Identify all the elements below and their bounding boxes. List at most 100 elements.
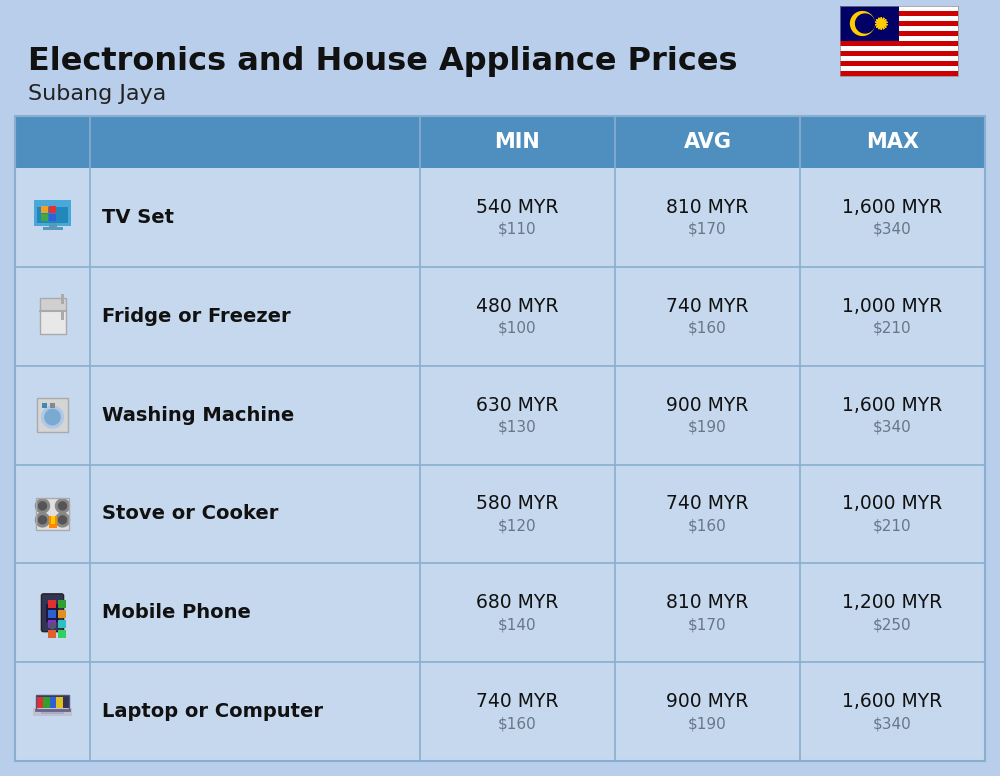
Bar <box>58 610 66 618</box>
Polygon shape <box>59 516 66 524</box>
Polygon shape <box>42 406 63 428</box>
Bar <box>50 515 54 524</box>
Bar <box>840 26 958 31</box>
Text: $160: $160 <box>688 320 727 336</box>
Text: TV Set: TV Set <box>102 208 174 227</box>
Text: Washing Machine: Washing Machine <box>102 406 294 424</box>
Polygon shape <box>59 502 66 510</box>
Text: $190: $190 <box>688 420 727 435</box>
Text: 580 MYR: 580 MYR <box>476 494 559 514</box>
Text: 740 MYR: 740 MYR <box>666 494 749 514</box>
Text: $170: $170 <box>688 617 727 632</box>
Polygon shape <box>56 513 70 527</box>
Polygon shape <box>36 513 50 527</box>
Text: 740 MYR: 740 MYR <box>666 296 749 316</box>
Bar <box>840 16 958 21</box>
Bar <box>840 71 958 76</box>
Bar <box>37 207 68 223</box>
Bar <box>33 708 72 715</box>
Text: 900 MYR: 900 MYR <box>666 396 749 414</box>
Bar <box>56 698 63 708</box>
Bar <box>840 11 958 16</box>
Bar <box>58 620 66 628</box>
Bar <box>42 227 62 230</box>
Text: $170: $170 <box>688 222 727 237</box>
Text: $100: $100 <box>498 320 537 336</box>
Bar <box>840 51 958 56</box>
Text: $210: $210 <box>873 320 912 336</box>
Bar <box>40 298 66 311</box>
Polygon shape <box>36 499 50 513</box>
Text: $190: $190 <box>688 716 727 731</box>
Text: 630 MYR: 630 MYR <box>476 396 559 414</box>
Polygon shape <box>39 502 46 510</box>
Polygon shape <box>50 622 56 629</box>
Text: MAX: MAX <box>866 132 919 152</box>
Bar <box>46 604 59 622</box>
Text: $250: $250 <box>873 617 912 632</box>
Text: 1,600 MYR: 1,600 MYR <box>842 396 943 414</box>
Text: Subang Jaya: Subang Jaya <box>28 84 166 104</box>
Text: 1,000 MYR: 1,000 MYR <box>842 494 943 514</box>
Bar <box>60 312 64 320</box>
Bar <box>40 298 66 334</box>
Text: $340: $340 <box>873 716 912 731</box>
Text: 810 MYR: 810 MYR <box>666 198 749 217</box>
Bar <box>48 214 56 221</box>
Bar <box>34 200 71 227</box>
Text: 1,600 MYR: 1,600 MYR <box>842 692 943 711</box>
Bar <box>48 630 56 638</box>
Text: 900 MYR: 900 MYR <box>666 692 749 711</box>
FancyBboxPatch shape <box>41 594 64 632</box>
Bar <box>840 66 958 71</box>
Text: $110: $110 <box>498 222 537 237</box>
Bar <box>840 6 899 41</box>
Text: AVG: AVG <box>684 132 732 152</box>
Text: Laptop or Computer: Laptop or Computer <box>102 702 323 721</box>
Bar <box>840 36 958 41</box>
Text: 1,600 MYR: 1,600 MYR <box>842 198 943 217</box>
Bar <box>840 31 958 36</box>
Bar <box>48 223 56 228</box>
Bar <box>40 206 48 213</box>
Bar <box>36 698 43 708</box>
Bar <box>42 404 47 408</box>
Text: MIN: MIN <box>495 132 540 152</box>
Text: 740 MYR: 740 MYR <box>476 692 559 711</box>
Text: 480 MYR: 480 MYR <box>476 296 559 316</box>
Bar <box>840 56 958 61</box>
Text: $210: $210 <box>873 518 912 533</box>
Polygon shape <box>856 14 874 33</box>
Text: $340: $340 <box>873 420 912 435</box>
Bar <box>58 630 66 638</box>
Bar <box>50 698 56 708</box>
Bar <box>58 600 66 608</box>
Bar <box>36 498 69 529</box>
Text: 810 MYR: 810 MYR <box>666 593 749 612</box>
Text: Fridge or Freezer: Fridge or Freezer <box>102 307 291 326</box>
Bar <box>60 294 64 304</box>
Bar <box>50 404 55 408</box>
Text: 1,200 MYR: 1,200 MYR <box>842 593 943 612</box>
Bar <box>840 46 958 51</box>
Polygon shape <box>39 516 46 524</box>
Text: Electronics and House Appliance Prices: Electronics and House Appliance Prices <box>28 46 738 77</box>
Bar <box>48 600 56 608</box>
Bar <box>36 695 69 709</box>
Text: $130: $130 <box>498 420 537 435</box>
Bar <box>15 116 985 761</box>
Text: Mobile Phone: Mobile Phone <box>102 603 251 622</box>
Text: 540 MYR: 540 MYR <box>476 198 559 217</box>
Bar <box>840 6 958 11</box>
Text: Stove or Cooker: Stove or Cooker <box>102 504 278 524</box>
Bar <box>48 620 56 628</box>
Bar <box>840 61 958 66</box>
Bar <box>48 206 56 213</box>
Bar <box>15 116 985 168</box>
Bar <box>37 398 68 432</box>
Text: $160: $160 <box>688 518 727 533</box>
Bar <box>40 214 48 221</box>
Bar <box>48 515 56 528</box>
Polygon shape <box>875 17 887 29</box>
Polygon shape <box>56 499 70 513</box>
